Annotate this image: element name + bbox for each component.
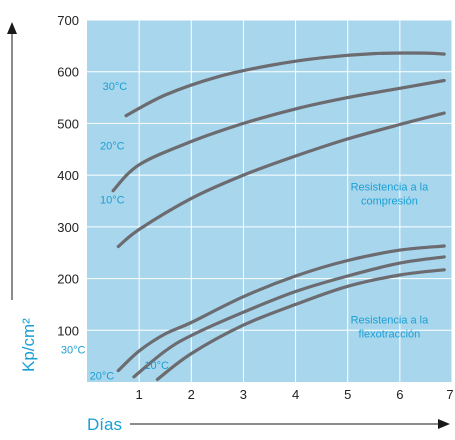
y-tick-label: 400 — [57, 168, 79, 183]
series-label: 30°C — [61, 345, 86, 357]
series-line-flexotracción-30C — [116, 244, 446, 373]
annotation: compresión — [361, 196, 418, 208]
series-line-flexotracción-10C — [155, 268, 446, 381]
y-axis-title: Kp/cm² — [19, 318, 38, 372]
y-tick-label: 100 — [57, 323, 79, 338]
series-line-flexotracción-20C — [132, 255, 446, 379]
y-tick-label: 600 — [57, 65, 79, 80]
x-tick-label: 1 — [136, 387, 143, 402]
axes: 1 2 3 4 5 6 7 100 200 300 400 500 600 700 Kp/cm² Días — [7, 13, 454, 434]
plot-background — [87, 20, 452, 382]
curves — [111, 51, 446, 381]
x-tick-label: 7 — [446, 387, 453, 402]
grid — [87, 19, 453, 382]
y-tick-label: 700 — [57, 13, 79, 28]
annotation: Resistencia a la — [351, 315, 430, 327]
x-tick-label: 5 — [344, 387, 351, 402]
series-line-compresión-30C — [124, 51, 446, 118]
series-label: 10°C — [144, 360, 169, 372]
series-line-compresión-20C — [111, 78, 446, 193]
series-label: 20°C — [100, 140, 125, 152]
annotation: Resistencia a la — [351, 182, 430, 194]
y-tick-label: 200 — [57, 272, 79, 287]
x-axis-arrowhead — [438, 419, 450, 429]
y-axis-arrowhead — [7, 22, 17, 34]
labels: 30°C 20°C 10°C 30°C 20°C 10°C Resistencia a la… — [61, 81, 429, 383]
series-label: 30°C — [103, 81, 128, 93]
x-tick-label: 3 — [240, 387, 247, 402]
annotation: flexotracción — [359, 329, 421, 341]
series-line-compresión-10C — [116, 111, 446, 249]
x-tick-label: 2 — [188, 387, 195, 402]
y-tick-label: 300 — [57, 220, 79, 235]
series-label: 10°C — [100, 195, 125, 207]
x-tick-label: 6 — [396, 387, 403, 402]
x-tick-label: 4 — [292, 387, 299, 402]
y-tick-label: 500 — [57, 116, 79, 131]
series-label: 20°C — [90, 370, 115, 382]
x-axis-title: Días — [87, 415, 122, 434]
